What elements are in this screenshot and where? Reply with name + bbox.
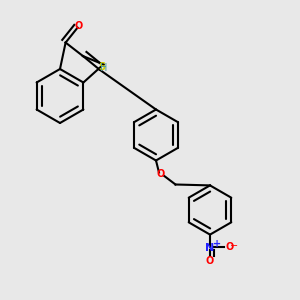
- Text: N: N: [206, 243, 214, 253]
- Text: O: O: [75, 21, 83, 31]
- Text: H: H: [100, 63, 108, 73]
- Text: +: +: [213, 239, 222, 249]
- Text: S: S: [98, 62, 106, 72]
- Text: O: O: [156, 169, 165, 179]
- Text: O: O: [226, 242, 234, 252]
- Text: −: −: [230, 241, 238, 251]
- Text: O: O: [206, 256, 214, 266]
